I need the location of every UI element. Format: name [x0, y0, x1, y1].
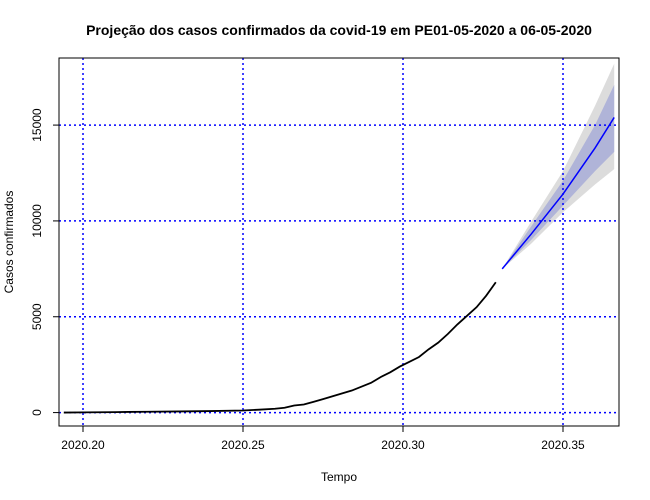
x-tick-label: 2020.20: [61, 438, 105, 452]
grid-lines: [59, 58, 619, 426]
forecast-mean-line: [501, 117, 615, 270]
series-lines: [63, 117, 615, 414]
plot-frame: [58, 57, 620, 427]
y-tick-label: 10000: [30, 204, 44, 238]
x-axis-label: Tempo: [321, 470, 357, 484]
observed-series-line: [63, 281, 497, 414]
x-axis: 2020.20 2020.25 2020.30 2020.35: [61, 425, 585, 452]
x-tick-label: 2020.25: [221, 438, 265, 452]
x-tick-label: 2020.30: [381, 438, 425, 452]
y-axis: 0 5000 10000 15000: [30, 108, 60, 416]
x-tick-label: 2020.35: [541, 438, 585, 452]
y-axis-label: Casos confirmados: [2, 191, 16, 294]
chart-title: Projeção dos casos confirmados da covid-…: [86, 22, 592, 38]
y-tick-label: 0: [30, 409, 44, 416]
y-tick-label: 5000: [30, 303, 44, 330]
y-tick-label: 15000: [30, 108, 44, 142]
